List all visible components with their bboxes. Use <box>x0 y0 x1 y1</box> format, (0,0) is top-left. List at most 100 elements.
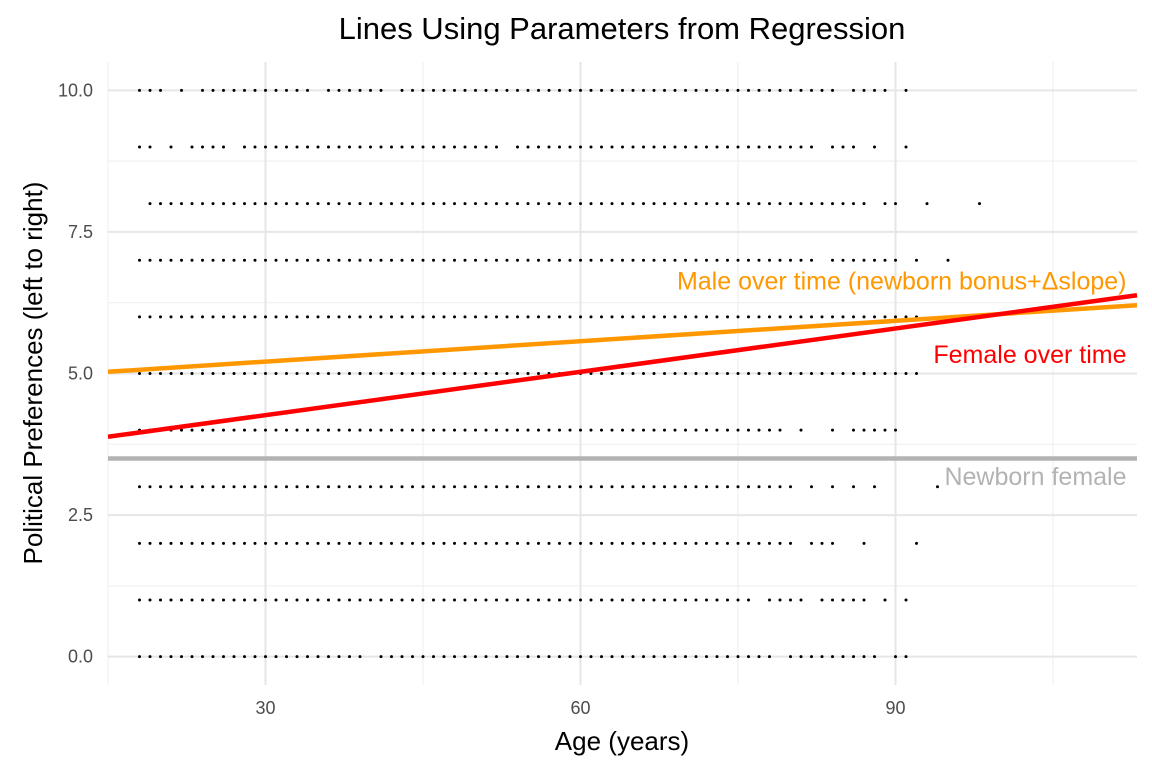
data-point <box>789 372 792 375</box>
data-point <box>306 88 309 92</box>
data-point <box>505 655 509 659</box>
data-point <box>747 428 750 432</box>
data-point <box>264 145 267 149</box>
data-point <box>610 88 614 92</box>
data-point <box>862 541 866 545</box>
data-point <box>778 372 782 375</box>
data-point <box>852 372 855 375</box>
data-point <box>621 315 624 319</box>
data-point <box>568 88 572 92</box>
data-point <box>337 315 341 319</box>
data-point <box>390 428 393 432</box>
data-point <box>547 258 551 262</box>
data-point <box>526 541 530 545</box>
y-axis-ticks: 0.0 2.5 5.0 7.5 10.0 <box>58 80 93 666</box>
data-point <box>232 485 236 489</box>
data-point <box>726 145 729 149</box>
data-point <box>841 145 845 149</box>
data-point <box>768 655 771 659</box>
data-point <box>337 485 341 489</box>
data-point <box>484 598 488 602</box>
data-point <box>589 258 593 262</box>
data-point <box>463 485 467 489</box>
data-point <box>736 428 740 432</box>
data-point <box>201 428 204 432</box>
data-point <box>526 428 530 432</box>
data-point <box>211 541 215 545</box>
data-point <box>421 655 425 659</box>
data-point <box>169 541 173 545</box>
data-point <box>316 372 320 375</box>
data-point <box>169 145 173 149</box>
data-point <box>841 598 845 602</box>
data-point <box>642 88 645 92</box>
data-point <box>778 258 782 262</box>
data-point <box>516 258 519 262</box>
data-point <box>747 258 750 262</box>
data-point <box>159 258 162 262</box>
data-point <box>747 88 750 92</box>
data-point <box>684 485 687 489</box>
data-point <box>799 88 803 92</box>
data-point <box>516 315 519 319</box>
data-point <box>348 428 351 432</box>
data-point <box>285 655 288 659</box>
data-point <box>442 428 446 432</box>
data-point <box>852 655 855 659</box>
data-point <box>148 88 152 92</box>
data-point <box>400 485 404 489</box>
data-point <box>327 315 330 319</box>
data-point <box>778 598 782 602</box>
data-point <box>757 315 761 319</box>
data-point <box>663 258 666 262</box>
data-point <box>526 145 530 149</box>
data-point <box>379 315 383 319</box>
data-point <box>810 372 813 375</box>
data-point <box>684 258 687 262</box>
data-point <box>663 202 666 206</box>
data-point <box>264 541 267 545</box>
data-point <box>201 541 204 545</box>
data-point <box>348 202 351 206</box>
data-point <box>390 315 393 319</box>
data-point <box>421 88 425 92</box>
data-point <box>715 541 719 545</box>
data-point <box>694 428 698 432</box>
data-point <box>673 428 677 432</box>
data-point <box>589 202 593 206</box>
x-axis-ticks: 30 60 90 <box>255 698 905 718</box>
data-point <box>201 655 204 659</box>
data-point <box>327 372 330 375</box>
data-point <box>579 598 582 602</box>
data-point <box>390 202 393 206</box>
data-point <box>799 598 803 602</box>
data-point <box>936 485 939 489</box>
data-point <box>190 372 194 375</box>
data-point <box>505 428 509 432</box>
data-point <box>778 88 782 92</box>
data-point <box>453 655 456 659</box>
data-point <box>327 485 330 489</box>
data-point <box>747 202 750 206</box>
data-point <box>243 541 246 545</box>
data-point <box>190 145 194 149</box>
data-point <box>642 428 645 432</box>
data-point <box>369 145 372 149</box>
data-point <box>432 541 435 545</box>
data-point <box>253 372 257 375</box>
data-point <box>831 541 834 545</box>
data-point <box>421 485 425 489</box>
data-point <box>558 88 561 92</box>
data-point <box>411 202 414 206</box>
y-tick-label: 7.5 <box>68 222 93 242</box>
data-point <box>411 88 414 92</box>
data-point <box>799 315 803 319</box>
data-point <box>673 598 677 602</box>
data-point <box>337 202 341 206</box>
data-point <box>684 655 687 659</box>
data-point <box>789 541 792 545</box>
data-point <box>558 202 561 206</box>
data-point <box>337 372 341 375</box>
data-point <box>726 315 729 319</box>
data-point <box>610 541 614 545</box>
